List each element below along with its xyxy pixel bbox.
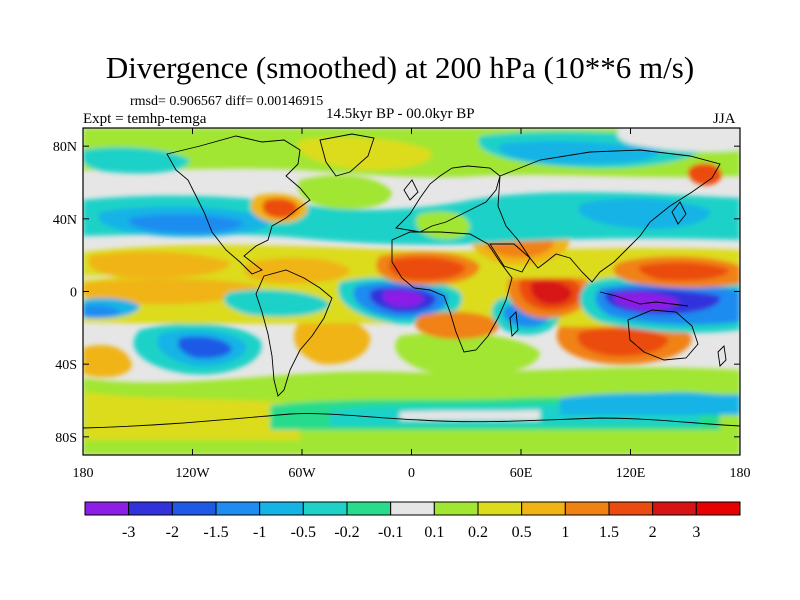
colorbar-label: 3 [692,524,700,541]
period-label: 14.5kyr BP - 00.0kyr BP [326,106,475,122]
colorbar-label: -0.1 [378,524,403,541]
coast-japan [671,201,687,225]
colorbar-label: -3 [122,524,135,541]
colorbar-swatch [171,501,217,516]
coast-uk [403,179,419,201]
lon-label: 60E [510,466,533,481]
coast-madagascar [509,311,519,337]
coast-arabia [489,243,531,273]
colorbar-swatch [215,501,261,516]
colorbar-swatch [695,501,741,516]
shade-band [83,278,261,305]
lat-label: 40S [55,358,77,373]
shade-band [297,175,392,210]
shade-band [613,292,680,310]
coast-north-america [166,135,311,275]
coast-africa [391,231,513,353]
colorbar: -3 -2 -1.5 -1 -0.5 -0.2 -0.1 0.1 0.2 0.5 1 1.5 2 3 [84,501,741,541]
shade-band [530,280,572,305]
colorbar-swatch [84,501,130,516]
lon-label: 180 [730,466,751,481]
shade-band [88,251,231,279]
lat-label: 0 [70,286,77,301]
colorbar-swatch [259,501,304,516]
shade-band [223,289,330,317]
colorbar-label: 0.5 [512,524,532,541]
shade-band [617,128,740,152]
colorbar-label: -2 [166,524,179,541]
lon-label: 120W [175,466,210,481]
shade-band [294,317,371,365]
colorbar-label: 1.5 [599,524,619,541]
coast-south-america [255,269,333,397]
shade-band [415,311,500,340]
colorbar-swatch [433,501,479,516]
shade-band [560,392,740,415]
axis-ticks [82,128,741,455]
coast-new-zealand [717,345,727,367]
shade-band [85,392,300,440]
shade-band [83,147,190,174]
colorbar-swatch [477,501,523,516]
colorbar-swatch [521,501,566,516]
experiment-label: Expt = temhp-temga [83,111,207,127]
lat-label: 80N [53,140,77,155]
shade-band [577,327,669,357]
shade-band [83,305,120,318]
lat-label: 40N [53,213,77,228]
colorbar-label: 0.1 [424,524,444,541]
coast-greenland [319,133,375,177]
shade-band [243,257,350,284]
colorbar-swatch [346,501,392,516]
shade-band [298,137,432,171]
lon-label: 180 [73,466,94,481]
colorbar-swatch [390,501,435,516]
contour-field [83,128,740,455]
shade-band [128,214,244,234]
colorbar-label: -1.5 [203,524,228,541]
shade-band [499,141,660,165]
coastlines [83,133,740,429]
lon-label: 0 [408,466,415,481]
plot-title: Divergence (smoothed) at 200 hPa (10**6 … [105,50,695,85]
colorbar-swatch [564,501,610,516]
colorbar-label: -1 [253,524,266,541]
colorbar-swatch [128,501,173,516]
lon-label: 60W [288,466,316,481]
colorbar-swatch [652,501,697,516]
rmsd-stats: rmsd= 0.906567 diff= 0.00146915 [130,94,324,109]
shade-band [400,410,540,420]
shade-band [262,198,298,218]
colorbar-label: 0.2 [468,524,488,541]
coast-asia [497,149,721,283]
season-label: JJA [713,111,736,127]
coast-antarctica [83,413,740,429]
axis-tick-labels: 80N 40N 0 40S 80S 180 120W 60W 0 60E 120E 180 [53,140,751,481]
shade-band [382,290,424,307]
colorbar-label: -0.2 [334,524,359,541]
lat-label: 80S [55,431,77,446]
shade-band [388,257,466,281]
colorbar-label: 1 [561,524,569,541]
shade-band [395,332,540,376]
colorbar-swatch [302,501,348,516]
coast-australia [627,309,699,361]
shade-band [638,262,730,281]
shade-band [83,345,132,378]
coast-indonesia [599,291,689,307]
colorbar-swatch [608,501,654,516]
colorbar-label: 2 [649,524,657,541]
lon-label: 120E [616,466,646,481]
shade-band [177,336,232,359]
shade-band [687,163,722,186]
colorbar-label: -0.5 [291,524,316,541]
